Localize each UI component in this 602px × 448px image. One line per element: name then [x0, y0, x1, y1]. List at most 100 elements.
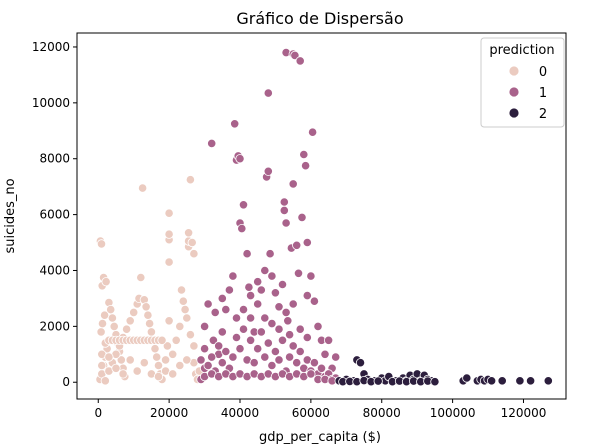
data-point-2: [373, 376, 383, 386]
data-point-1: [281, 307, 291, 317]
data-point-2: [430, 377, 440, 387]
data-point-1: [208, 335, 218, 345]
data-point-0: [189, 249, 199, 259]
legend-title: prediction: [489, 43, 554, 58]
data-point-1: [224, 285, 234, 295]
data-point-1: [288, 341, 298, 351]
data-point-1: [253, 344, 263, 354]
data-point-1: [300, 161, 311, 171]
data-point-0: [125, 316, 135, 326]
data-point-1: [260, 313, 270, 323]
data-point-1: [230, 119, 240, 129]
data-point-0: [106, 304, 116, 315]
data-point-1: [242, 249, 252, 259]
data-point-1: [309, 296, 319, 306]
data-point-1: [253, 277, 263, 287]
data-point-0: [125, 355, 135, 365]
x-tick-label: 40000: [221, 406, 259, 420]
data-point-0: [157, 335, 167, 345]
legend-label-1: 1: [539, 86, 547, 101]
data-point-1: [274, 302, 284, 312]
data-point-1: [196, 355, 206, 365]
data-point-1: [267, 271, 277, 281]
data-point-1: [217, 293, 227, 303]
data-point-0: [129, 307, 139, 317]
data-point-0: [162, 341, 172, 351]
data-point-1: [231, 332, 242, 343]
data-point-1: [238, 324, 249, 334]
axis-ticks: 0 20000 40000 60000 80000 100000 1200000200040…: [32, 40, 547, 420]
data-point-0: [171, 335, 181, 345]
data-point-0: [152, 352, 162, 362]
data-point-0: [153, 371, 164, 382]
data-point-1: [306, 271, 316, 281]
data-point-1: [210, 307, 220, 317]
data-point-0: [111, 363, 121, 373]
data-point-1: [279, 197, 289, 207]
data-point-2: [515, 376, 525, 386]
data-point-1: [207, 352, 217, 362]
data-point-0: [164, 257, 174, 267]
data-point-1: [316, 363, 327, 373]
data-point-1: [277, 279, 288, 290]
data-point-0: [150, 344, 160, 354]
data-point-1: [284, 330, 295, 340]
data-point-1: [288, 299, 298, 309]
legend: prediction 0 1 2: [480, 37, 565, 128]
data-point-1: [270, 346, 280, 357]
data-point-1: [265, 249, 275, 259]
data-point-1: [221, 304, 231, 315]
data-point-1: [320, 349, 330, 359]
data-point-1: [290, 50, 300, 61]
data-point-1: [267, 360, 277, 371]
data-point-1: [292, 240, 302, 250]
data-point-1: [288, 179, 298, 189]
y-tick-label: 2000: [39, 319, 70, 333]
data-point-0: [176, 285, 187, 295]
data-point-0: [153, 360, 164, 371]
data-point-0: [146, 327, 156, 337]
x-tick-label: 120000: [501, 406, 547, 420]
data-point-1: [235, 344, 245, 354]
x-tick-label: 60000: [292, 406, 330, 420]
data-point-0: [175, 321, 185, 331]
data-point-0: [143, 310, 153, 320]
data-point-1: [256, 327, 266, 337]
data-point-0: [175, 360, 185, 371]
data-point-0: [141, 302, 151, 312]
data-point-0: [187, 237, 197, 248]
data-point-1: [302, 290, 312, 301]
data-point-1: [295, 346, 305, 357]
y-tick-label: 0: [62, 375, 70, 389]
data-point-0: [104, 352, 114, 362]
y-tick-label: 10000: [32, 96, 70, 110]
data-point-1: [214, 341, 224, 351]
y-tick-label: 8000: [39, 152, 70, 166]
data-point-0: [168, 349, 178, 359]
data-point-0: [184, 228, 194, 238]
data-point-0: [185, 330, 195, 340]
data-point-1: [200, 344, 210, 354]
data-point-1: [203, 299, 213, 309]
data-point-1: [323, 335, 334, 345]
data-point-0: [189, 341, 199, 351]
data-point-1: [263, 88, 273, 98]
data-point-1: [313, 321, 323, 331]
legend-marker-0: [508, 65, 520, 77]
data-point-0: [180, 304, 190, 315]
data-point-1: [207, 138, 217, 148]
y-tick-label: 12000: [32, 40, 70, 54]
data-point-1: [256, 285, 266, 295]
data-point-1: [292, 358, 302, 368]
data-point-0: [107, 313, 118, 323]
data-point-0: [168, 369, 178, 379]
x-tick-label: 20000: [150, 406, 188, 420]
data-point-0: [145, 318, 155, 329]
data-point-1: [260, 265, 270, 276]
x-tick-label: 0: [94, 406, 102, 420]
data-point-1: [244, 282, 254, 292]
data-point-1: [274, 355, 284, 365]
data-point-1: [274, 324, 284, 334]
data-point-1: [246, 290, 256, 301]
data-point-2: [486, 376, 497, 386]
